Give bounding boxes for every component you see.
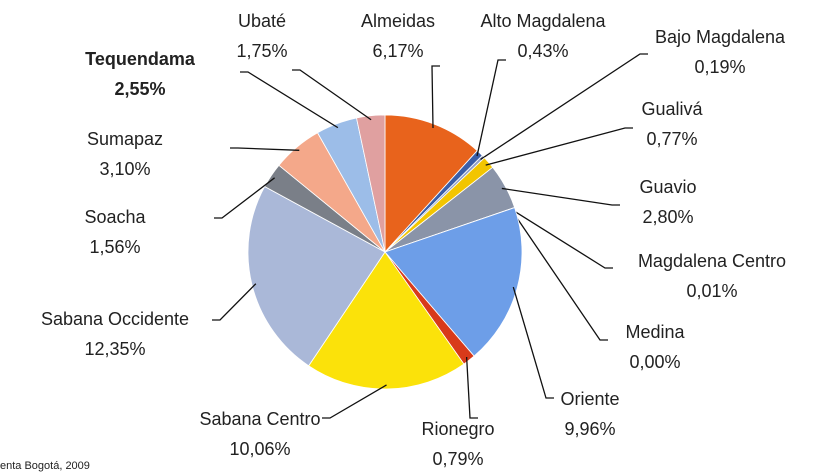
slice-value-label: 0,19%	[694, 57, 745, 77]
slice-value-label: 0,43%	[517, 41, 568, 61]
leader-line	[214, 177, 276, 219]
slice-value-label: 2,80%	[642, 207, 693, 227]
slice-label: Guavio	[639, 177, 696, 197]
slice-value-label: 0,01%	[686, 281, 737, 301]
leader-line	[230, 147, 300, 151]
slice-label: Magdalena Centro	[638, 251, 786, 271]
leader-line	[240, 71, 339, 129]
slice-value-label: 6,17%	[372, 41, 423, 61]
slice-value-label: 1,56%	[89, 237, 140, 257]
pie-slice	[247, 185, 386, 367]
slice-label: Sumapaz	[87, 129, 163, 149]
leader-line	[512, 286, 554, 399]
pie-slice	[384, 114, 478, 254]
slice-value-label: 10,06%	[229, 439, 290, 459]
leader-line	[322, 384, 387, 419]
slice-label: Sabana Centro	[199, 409, 320, 429]
slice-label: Almeidas	[361, 11, 435, 31]
slice-value-label: 2,55%	[114, 79, 165, 99]
leader-line	[510, 208, 613, 269]
slice-label: Gualivá	[641, 99, 703, 119]
slice-value-label: 0,00%	[629, 352, 680, 372]
leader-line	[501, 187, 620, 206]
slice-label: Soacha	[84, 207, 146, 227]
leader-line	[431, 65, 440, 128]
slice-value-label: 0,77%	[646, 129, 697, 149]
slice-label: Alto Magdalena	[480, 11, 606, 31]
slice-label: Bajo Magdalena	[655, 27, 786, 47]
slice-value-label: 9,96%	[564, 419, 615, 439]
leader-line	[485, 127, 633, 166]
slice-label: Rionegro	[421, 419, 494, 439]
leader-line	[212, 283, 257, 321]
pie-slice	[308, 251, 465, 390]
pie-slice	[384, 207, 523, 357]
slice-value-label: 12,35%	[84, 339, 145, 359]
slice-label: Oriente	[560, 389, 619, 409]
leader-line	[292, 69, 372, 121]
slice-label: Sabana Occidente	[41, 309, 189, 329]
slice-label: Medina	[625, 322, 685, 342]
leader-line	[480, 53, 648, 161]
slice-value-label: 0,79%	[432, 449, 483, 469]
leader-line	[465, 356, 478, 419]
pie-slice	[356, 114, 386, 253]
leader-line	[510, 208, 608, 341]
leader-line	[476, 59, 506, 157]
slice-label: Tequendama	[85, 49, 196, 69]
slice-value-label: 1,75%	[236, 41, 287, 61]
slice-value-label: 3,10%	[99, 159, 150, 179]
source-note: enta Bogotá, 2009	[0, 460, 90, 472]
slice-label: Ubaté	[238, 11, 286, 31]
